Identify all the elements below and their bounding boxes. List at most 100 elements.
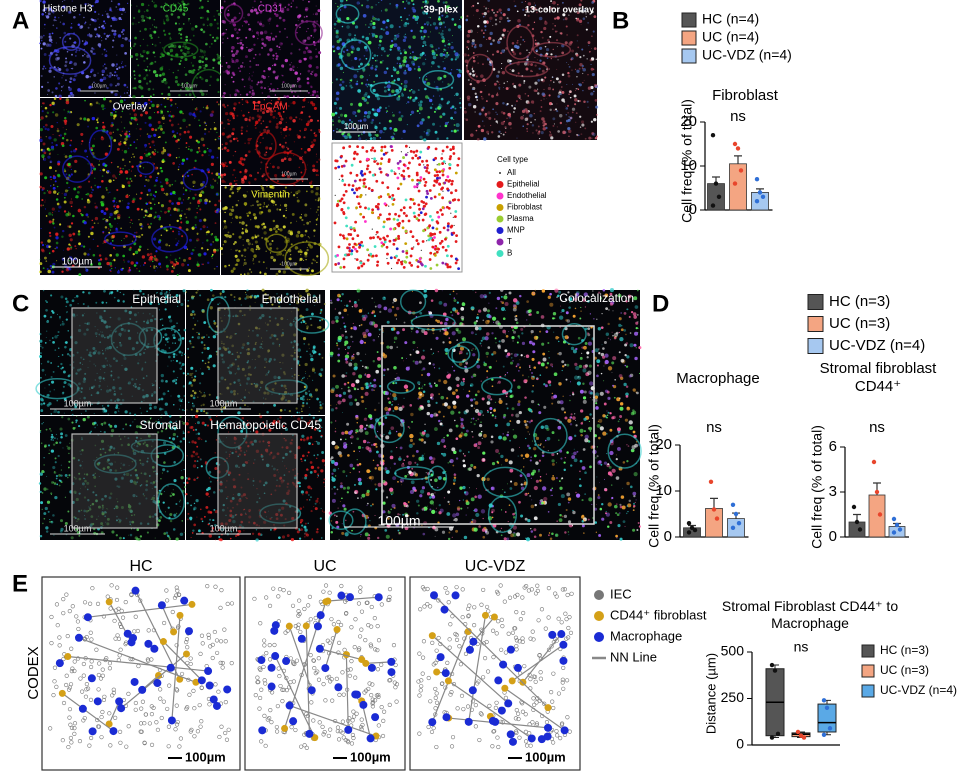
texture-dot	[105, 220, 108, 223]
texture-dot	[136, 102, 138, 104]
texture-dot	[403, 56, 408, 60]
texture-dot	[298, 84, 302, 88]
texture-dot	[509, 68, 511, 70]
texture-dot	[301, 119, 303, 121]
texture-dot	[63, 153, 65, 155]
texture-dot	[191, 376, 193, 379]
texture-dot	[249, 73, 250, 74]
texture-dot	[149, 62, 152, 66]
texture-dot	[485, 100, 488, 103]
cell-dot	[367, 187, 371, 190]
texture-dot	[524, 92, 527, 95]
texture-dot	[145, 68, 148, 72]
texture-dot	[184, 67, 185, 69]
texture-dot	[121, 13, 123, 15]
texture-dot	[170, 360, 173, 362]
texture-dot	[548, 94, 551, 97]
texture-dot	[282, 214, 286, 218]
cell-dot	[423, 166, 427, 169]
texture-dot	[175, 238, 177, 240]
texture-dot	[194, 215, 198, 219]
texture-dot	[123, 261, 126, 263]
texture-dot	[210, 233, 213, 236]
texture-dot	[230, 18, 235, 22]
texture-dot	[62, 385, 65, 388]
texture-dot	[178, 398, 182, 402]
texture-dot	[174, 258, 177, 261]
texture-dot	[282, 18, 286, 22]
texture-dot	[392, 114, 395, 117]
image-label: 13-color overlay	[525, 4, 594, 14]
texture-dot	[207, 0, 209, 2]
texture-dot	[68, 80, 71, 83]
texture-dot	[154, 128, 158, 132]
texture-dot	[216, 22, 219, 25]
texture-dot	[171, 265, 174, 268]
texture-dot	[221, 148, 224, 150]
texture-dot	[69, 91, 73, 95]
texture-dot	[316, 255, 319, 258]
texture-dot	[578, 83, 582, 87]
texture-dot	[181, 398, 183, 400]
texture-dot	[207, 261, 210, 264]
cell-dot	[422, 204, 426, 208]
cell-dot	[342, 193, 346, 197]
texture-dot	[237, 199, 240, 202]
texture-dot	[232, 267, 236, 271]
texture-dot	[216, 9, 219, 12]
texture-dot	[106, 34, 110, 38]
texture-dot	[266, 185, 268, 188]
texture-dot	[153, 26, 156, 28]
texture-dot	[206, 226, 209, 228]
texture-dot	[443, 49, 447, 52]
texture-dot	[141, 255, 146, 259]
texture-dot	[216, 131, 218, 134]
texture-dot	[199, 61, 201, 63]
texture-dot	[172, 355, 176, 359]
texture-dot	[129, 103, 132, 106]
texture-dot	[225, 165, 228, 168]
texture-dot	[89, 194, 93, 198]
cell-dot	[415, 239, 419, 242]
texture-dot	[69, 144, 72, 147]
cell-dot	[409, 197, 413, 201]
texture-dot	[100, 25, 103, 28]
texture-dot	[184, 73, 188, 76]
texture-dot	[69, 238, 73, 242]
texture-dot	[40, 363, 43, 365]
texture-dot	[133, 141, 136, 144]
texture-dot	[230, 222, 232, 224]
texture-dot	[172, 359, 174, 362]
texture-dot	[300, 379, 303, 382]
texture-dot	[216, 53, 219, 56]
cell-dot	[358, 205, 362, 209]
texture-dot	[98, 254, 102, 257]
texture-dot	[222, 33, 224, 35]
cell-dot	[398, 173, 401, 175]
texture-dot	[104, 257, 108, 261]
texture-dot	[261, 76, 263, 78]
texture-dot	[484, 115, 487, 117]
legend-swatch	[496, 215, 504, 223]
texture-dot	[218, 199, 221, 203]
cell-dot	[435, 176, 439, 180]
cell-dot	[437, 247, 440, 251]
texture-dot	[266, 95, 271, 99]
texture-dot	[201, 191, 205, 194]
texture-dot	[167, 210, 170, 213]
texture-dot	[590, 120, 593, 123]
texture-dot	[94, 92, 96, 94]
texture-dot	[129, 121, 131, 123]
texture-dot	[51, 214, 54, 216]
texture-dot	[192, 185, 194, 187]
texture-dot	[238, 216, 242, 219]
texture-dot	[386, 110, 389, 113]
texture-dot	[410, 88, 413, 91]
texture-dot	[190, 252, 194, 256]
texture-dot	[165, 264, 169, 268]
texture-dot	[442, 112, 446, 116]
texture-dot	[194, 193, 197, 196]
texture-dot	[243, 264, 245, 266]
texture-dot	[188, 70, 192, 74]
texture-dot	[250, 205, 252, 207]
